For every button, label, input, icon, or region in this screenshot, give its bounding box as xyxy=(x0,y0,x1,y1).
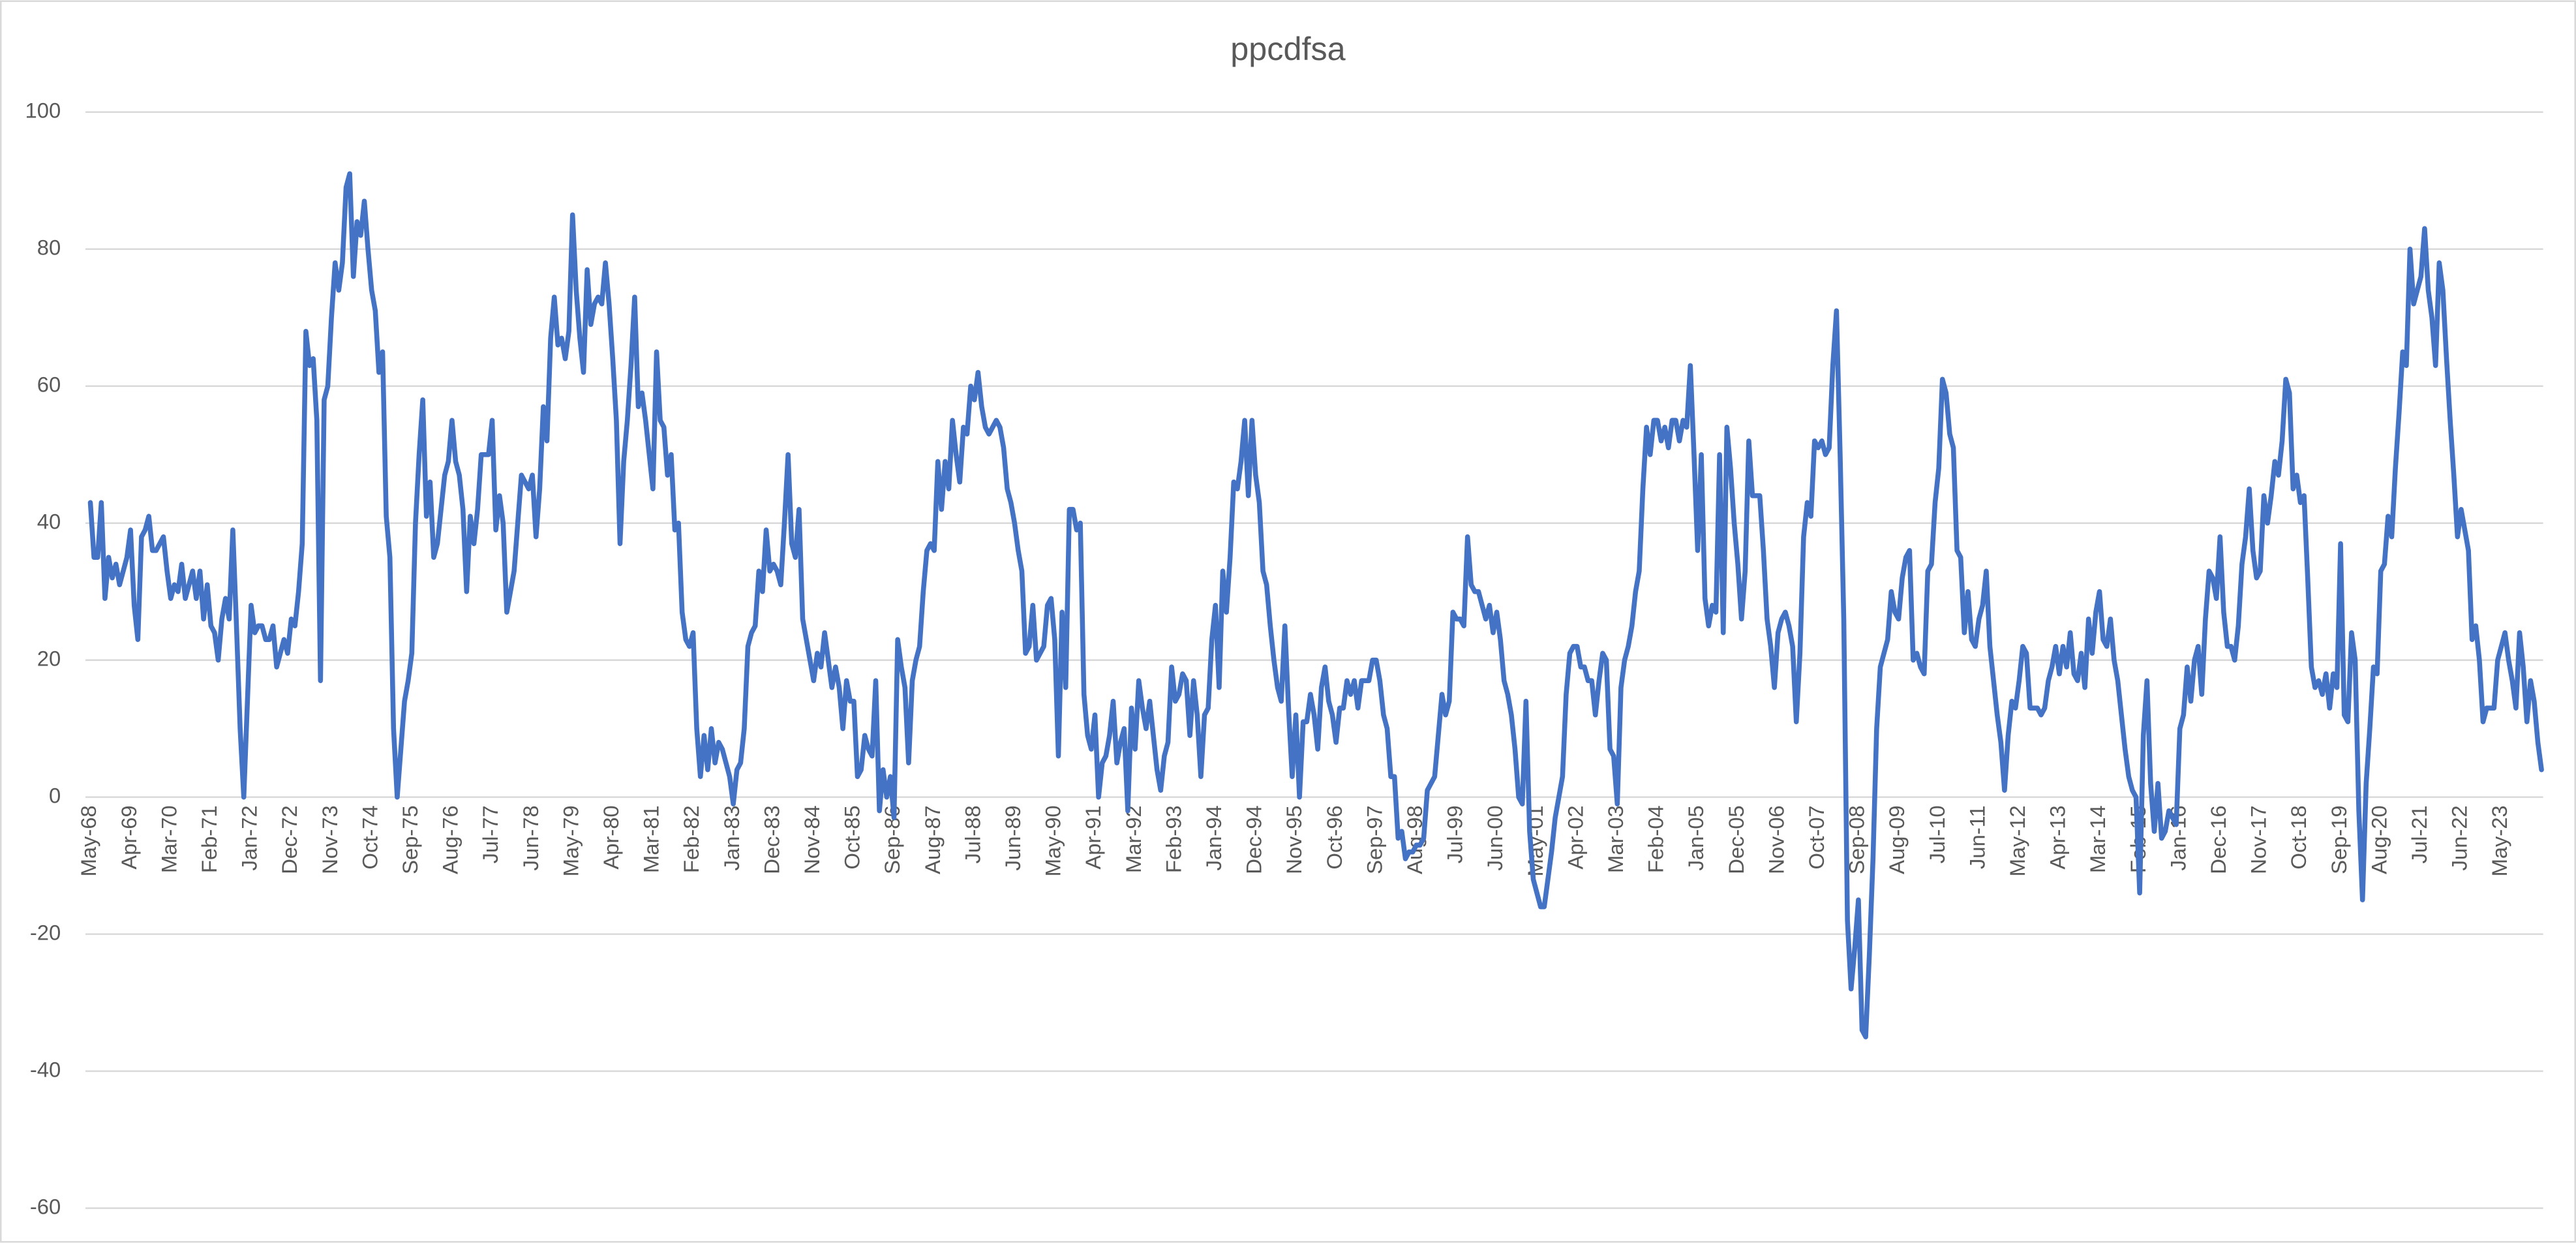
x-tick-label: May-12 xyxy=(2005,805,2029,876)
x-tick-label: Oct-85 xyxy=(840,805,864,869)
x-tick-label: Jun-22 xyxy=(2447,805,2472,870)
x-tick-label: May-23 xyxy=(2487,805,2511,876)
y-tick-label: 20 xyxy=(37,646,61,670)
x-tick-label: Jan-72 xyxy=(237,805,262,870)
y-tick-label: 0 xyxy=(49,783,61,807)
x-tick-label: Mar-14 xyxy=(2085,805,2110,873)
x-tick-label: Nov-95 xyxy=(1282,805,1306,874)
y-tick-label: -20 xyxy=(30,920,61,944)
x-tick-label: Mar-70 xyxy=(157,805,181,873)
x-tick-label: Jul-10 xyxy=(1925,805,1949,863)
x-tick-label: Sep-75 xyxy=(398,805,422,874)
x-tick-label: Oct-74 xyxy=(357,805,382,869)
x-tick-label: Jul-88 xyxy=(960,805,984,863)
x-tick-label: Jun-78 xyxy=(519,805,543,870)
x-tick-label: Sep-19 xyxy=(2327,805,2351,874)
x-tick-label: Apr-02 xyxy=(1563,805,1587,869)
x-tick-label: Apr-91 xyxy=(1081,805,1105,869)
x-tick-label: Jul-77 xyxy=(478,805,502,863)
x-tick-label: Oct-07 xyxy=(1804,805,1828,869)
x-tick-label: May-01 xyxy=(1523,805,1547,876)
x-tick-label: Aug-20 xyxy=(2367,805,2391,874)
x-tick-label: Jan-83 xyxy=(720,805,744,870)
x-tick-label: Feb-04 xyxy=(1644,805,1668,873)
x-tick-label: Dec-83 xyxy=(759,805,783,874)
x-tick-label: Apr-80 xyxy=(599,805,623,869)
x-tick-label: May-79 xyxy=(558,805,583,876)
x-tick-label: Dec-05 xyxy=(1724,805,1748,874)
x-tick-label: Dec-72 xyxy=(277,805,301,874)
x-tick-label: Oct-18 xyxy=(2286,805,2311,869)
x-tick-label: Nov-84 xyxy=(800,805,824,874)
y-tick-label: 60 xyxy=(37,372,61,396)
y-tick-label: 40 xyxy=(37,509,61,533)
x-tick-label: Sep-97 xyxy=(1362,805,1386,874)
x-tick-label: Apr-13 xyxy=(2046,805,2070,869)
x-tick-label: Mar-92 xyxy=(1121,805,1145,873)
y-tick-label: 80 xyxy=(37,235,61,259)
x-tick-label: Feb-71 xyxy=(197,805,221,873)
x-tick-label: Mar-81 xyxy=(639,805,663,873)
x-tick-label: Jun-00 xyxy=(1483,805,1507,870)
x-tick-label: Nov-06 xyxy=(1764,805,1788,874)
x-tick-label: Aug-09 xyxy=(1885,805,1909,874)
x-tick-label: Mar-03 xyxy=(1603,805,1628,873)
line-series xyxy=(87,171,2544,1039)
x-tick-label: Dec-16 xyxy=(2206,805,2230,874)
x-tick-label: Feb-82 xyxy=(679,805,703,873)
x-tick-label: Apr-69 xyxy=(117,805,141,869)
x-tick-label: Feb-93 xyxy=(1161,805,1185,873)
x-tick-label: Oct-96 xyxy=(1322,805,1346,869)
x-tick-label: Jan-94 xyxy=(1202,805,1226,870)
y-tick-label: -60 xyxy=(30,1194,61,1218)
x-tick-label: Jul-21 xyxy=(2407,805,2431,863)
x-tick-label: Jan-05 xyxy=(1684,805,1708,870)
x-tick-label: Nov-73 xyxy=(318,805,342,874)
x-tick-label: Nov-17 xyxy=(2247,805,2271,874)
x-tick-label: May-90 xyxy=(1041,805,1065,876)
x-tick-label: Jun-11 xyxy=(1965,805,1989,869)
y-tick-label: 100 xyxy=(25,98,61,122)
x-tick-label: Aug-76 xyxy=(438,805,462,874)
x-tick-label: May-68 xyxy=(76,805,100,876)
chart-title: ppcdfsa xyxy=(1230,30,1345,67)
x-tick-label: Jul-99 xyxy=(1443,805,1467,863)
y-tick-label: -40 xyxy=(30,1057,61,1081)
x-tick-label: Jun-89 xyxy=(1001,805,1025,870)
x-tick-label: Dec-94 xyxy=(1242,805,1266,874)
x-tick-label: Aug-87 xyxy=(920,805,945,874)
